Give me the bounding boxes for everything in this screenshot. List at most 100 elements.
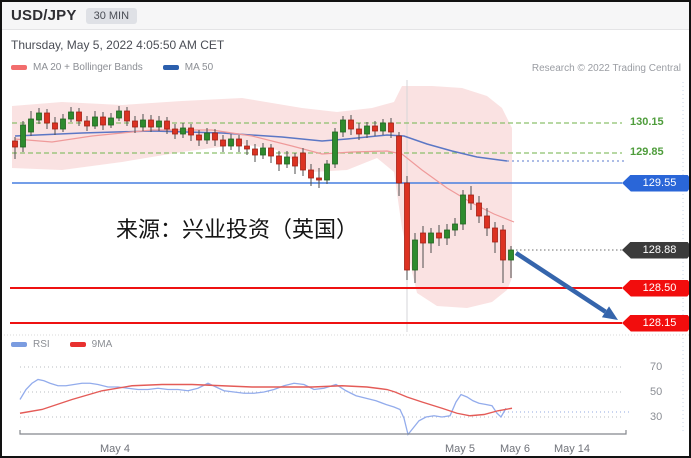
candle-down xyxy=(196,134,202,141)
legend-label-ma20: MA 20 + Bollinger Bands xyxy=(33,62,143,73)
legend-label-ma50: MA 50 xyxy=(184,62,214,73)
candle-down xyxy=(164,120,170,130)
ma20-swatch-icon xyxy=(11,65,27,70)
candle-down xyxy=(476,202,482,217)
candle-down xyxy=(252,148,258,156)
candle-down xyxy=(276,155,282,165)
candle-up xyxy=(332,131,338,165)
candle-down xyxy=(268,147,274,157)
legend-item-rsi[interactable]: RSI xyxy=(11,339,50,350)
axis-label-may-6: May 6 xyxy=(500,443,530,455)
legend-label-9ma: 9MA xyxy=(91,339,113,350)
candle-down xyxy=(468,194,474,204)
rsi-tick-50: 50 xyxy=(650,386,663,398)
candle-up xyxy=(36,112,42,121)
candle-down xyxy=(300,152,306,171)
price-badge-129.55: 129.55 xyxy=(622,174,689,192)
candle-up xyxy=(508,249,514,261)
legend-label-rsi: RSI xyxy=(33,339,50,350)
candle-down xyxy=(492,227,498,243)
rsi-9ma-swatch-icon xyxy=(69,342,86,347)
legend-item-9ma[interactable]: 9MA xyxy=(69,339,113,350)
price-badge-128.88: 128.88 xyxy=(622,241,689,259)
candle-up xyxy=(412,239,418,271)
candle-down xyxy=(316,177,322,181)
source-watermark: 来源：兴业投资（英国） xyxy=(116,217,359,242)
candle-up xyxy=(452,223,458,231)
candle-down xyxy=(76,111,82,122)
candle-down xyxy=(212,132,218,141)
candle-up xyxy=(204,132,210,141)
candle-down xyxy=(348,119,354,130)
candle-up xyxy=(68,111,74,120)
candle-down xyxy=(244,145,250,150)
candle-down xyxy=(404,182,410,271)
candle-down xyxy=(132,120,138,128)
candle-up xyxy=(156,120,162,128)
candle-down xyxy=(420,232,426,244)
timeframe-badge[interactable]: 30 MIN xyxy=(85,7,138,24)
candle-down xyxy=(188,127,194,136)
rsi-tick-70: 70 xyxy=(650,361,663,373)
legend-item-ma50[interactable]: MA 50 xyxy=(162,62,214,73)
candle-down xyxy=(148,119,154,128)
ma50-swatch-icon xyxy=(162,65,179,70)
time-axis xyxy=(19,430,627,435)
candle-down xyxy=(84,120,90,127)
candle-up xyxy=(140,119,146,128)
candle-up xyxy=(260,147,266,156)
candle-up xyxy=(60,118,66,130)
price-badge-128.50: 128.50 xyxy=(622,279,689,297)
price-label-129.85: 129.85 xyxy=(630,146,664,158)
candle-down xyxy=(308,169,314,179)
rsi-swatch-icon xyxy=(11,342,27,347)
candle-up xyxy=(428,232,434,244)
candle-down xyxy=(372,125,378,132)
rsi-legend: RSI 9MA xyxy=(11,339,112,350)
axis-label-may-4: May 4 xyxy=(100,443,130,455)
rsi-line xyxy=(19,378,507,436)
candle-down xyxy=(292,156,298,167)
symbol-title: USD/JPY xyxy=(11,7,77,24)
bollinger-band xyxy=(12,86,512,308)
ma50-line xyxy=(14,130,508,162)
candle-down xyxy=(396,135,402,184)
candle-up xyxy=(20,124,26,148)
candle-down xyxy=(220,139,226,147)
title-bar: USD/JPY 30 MIN xyxy=(2,2,689,30)
price-legend: MA 20 + Bollinger Bands MA 50 xyxy=(11,62,213,73)
candle-down xyxy=(124,110,130,122)
candle-up xyxy=(444,229,450,239)
ma20-line xyxy=(14,129,515,223)
candle-down xyxy=(356,128,362,135)
chart-timestamp: Thursday, May 5, 2022 4:05:50 AM CET xyxy=(11,38,225,52)
candle-down xyxy=(44,112,50,124)
candle-down xyxy=(236,138,242,147)
candle-up xyxy=(284,156,290,165)
candle-down xyxy=(12,140,18,148)
research-copyright: Research © 2022 Trading Central xyxy=(531,63,681,74)
axis-label-may-5: May 5 xyxy=(445,443,475,455)
price-badge-128.15: 128.15 xyxy=(622,314,689,332)
candle-up xyxy=(364,125,370,135)
candle-down xyxy=(484,215,490,229)
candle-up xyxy=(28,118,34,133)
candle-down xyxy=(436,232,442,239)
trend-arrow-shaft xyxy=(514,251,607,314)
candle-up xyxy=(108,117,114,126)
legend-item-ma20-bollinger[interactable]: MA 20 + Bollinger Bands xyxy=(11,62,143,73)
candle-down xyxy=(52,122,58,130)
axis-label-may-14: May 14 xyxy=(553,443,591,455)
trend-arrow-head xyxy=(601,306,618,320)
candle-up xyxy=(340,119,346,133)
rsi-tick-30: 30 xyxy=(650,411,663,423)
candle-up xyxy=(228,138,234,147)
candle-down xyxy=(388,122,394,133)
candle-up xyxy=(92,116,98,127)
candle-down xyxy=(100,116,106,126)
candle-down xyxy=(500,229,506,261)
candle-up xyxy=(180,127,186,135)
rsi-9ma-line xyxy=(19,383,513,417)
candle-up xyxy=(116,110,122,119)
